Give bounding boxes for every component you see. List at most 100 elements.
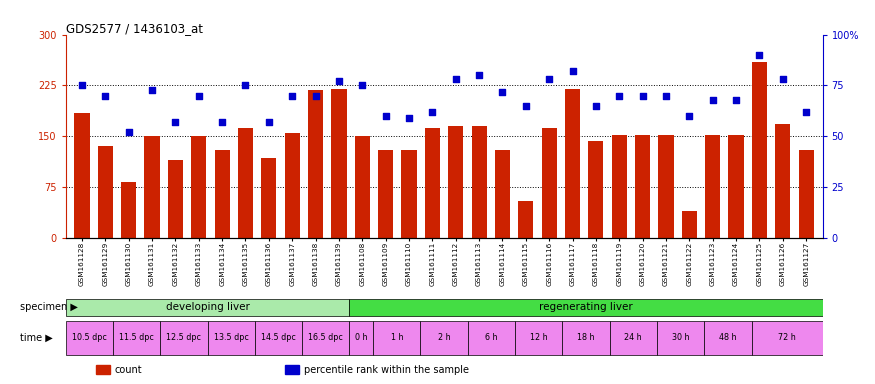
Point — [145, 86, 159, 93]
Text: 10.5 dpc: 10.5 dpc — [72, 333, 107, 343]
Point — [379, 113, 393, 119]
Text: time ▶: time ▶ — [20, 333, 53, 343]
Point — [262, 119, 276, 125]
Text: 30 h: 30 h — [672, 333, 690, 343]
Bar — [349, 299, 822, 316]
Text: 48 h: 48 h — [719, 333, 737, 343]
Bar — [518, 201, 534, 238]
Bar — [420, 321, 468, 355]
Point — [519, 103, 533, 109]
Point — [285, 93, 299, 99]
Point — [612, 93, 626, 99]
Bar — [96, 365, 109, 374]
Bar — [565, 89, 580, 238]
Bar — [612, 135, 626, 238]
Text: percentile rank within the sample: percentile rank within the sample — [304, 364, 469, 375]
Bar — [468, 321, 515, 355]
Bar — [121, 182, 136, 238]
Point — [589, 103, 603, 109]
Text: 1 h: 1 h — [390, 333, 403, 343]
Bar — [542, 128, 556, 238]
Point — [239, 83, 253, 89]
Bar — [799, 150, 814, 238]
Bar — [349, 321, 373, 355]
Bar — [191, 136, 206, 238]
Point — [332, 78, 346, 84]
Text: 12 h: 12 h — [530, 333, 548, 343]
Bar — [238, 128, 253, 238]
Bar — [302, 321, 349, 355]
Bar — [308, 90, 323, 238]
Text: count: count — [115, 364, 143, 375]
Text: 2 h: 2 h — [438, 333, 451, 343]
Point — [425, 109, 439, 115]
Text: 6 h: 6 h — [485, 333, 498, 343]
Text: developing liver: developing liver — [165, 302, 249, 312]
Bar — [705, 135, 720, 238]
Text: 18 h: 18 h — [578, 333, 595, 343]
Text: regenerating liver: regenerating liver — [539, 302, 633, 312]
Text: 12.5 dpc: 12.5 dpc — [166, 333, 201, 343]
Bar — [285, 365, 298, 374]
Bar — [657, 321, 704, 355]
Point — [495, 88, 509, 94]
Point — [402, 115, 416, 121]
Point — [122, 129, 136, 135]
Point — [659, 93, 673, 99]
Bar — [354, 136, 370, 238]
Text: specimen ▶: specimen ▶ — [20, 302, 78, 312]
Bar — [658, 135, 674, 238]
Bar — [378, 150, 393, 238]
Point — [355, 83, 369, 89]
Point — [75, 83, 89, 89]
Bar — [284, 133, 300, 238]
Bar — [610, 321, 657, 355]
Text: 24 h: 24 h — [625, 333, 642, 343]
Bar — [66, 299, 349, 316]
Point — [473, 72, 487, 78]
Point — [729, 97, 743, 103]
Bar — [207, 321, 255, 355]
Text: 11.5 dpc: 11.5 dpc — [119, 333, 154, 343]
Point — [215, 119, 229, 125]
Point — [98, 93, 112, 99]
Bar — [682, 211, 697, 238]
Text: 14.5 dpc: 14.5 dpc — [261, 333, 296, 343]
Text: 72 h: 72 h — [778, 333, 796, 343]
Bar — [472, 126, 487, 238]
Point — [542, 76, 556, 83]
Bar — [255, 321, 302, 355]
Bar — [704, 321, 752, 355]
Bar — [752, 62, 767, 238]
Bar — [588, 141, 604, 238]
Bar — [495, 150, 510, 238]
Bar — [113, 321, 160, 355]
Bar — [160, 321, 207, 355]
Point — [192, 93, 206, 99]
Bar — [74, 113, 89, 238]
Point — [449, 76, 463, 83]
Point — [168, 119, 182, 125]
Point — [752, 52, 766, 58]
Bar — [448, 126, 464, 238]
Bar — [729, 135, 744, 238]
Bar — [402, 150, 416, 238]
Text: GDS2577 / 1436103_at: GDS2577 / 1436103_at — [66, 22, 203, 35]
Bar — [563, 321, 610, 355]
Point — [682, 113, 696, 119]
Bar — [775, 124, 790, 238]
Bar — [144, 136, 159, 238]
Bar — [515, 321, 563, 355]
Point — [635, 93, 649, 99]
Bar — [424, 128, 440, 238]
Point — [799, 109, 813, 115]
Bar — [262, 158, 276, 238]
Text: 16.5 dpc: 16.5 dpc — [308, 333, 343, 343]
Point — [309, 93, 323, 99]
Bar — [635, 135, 650, 238]
Point — [565, 68, 579, 74]
Bar — [752, 321, 822, 355]
Text: 0 h: 0 h — [355, 333, 367, 343]
Bar — [214, 150, 230, 238]
Point — [776, 76, 790, 83]
